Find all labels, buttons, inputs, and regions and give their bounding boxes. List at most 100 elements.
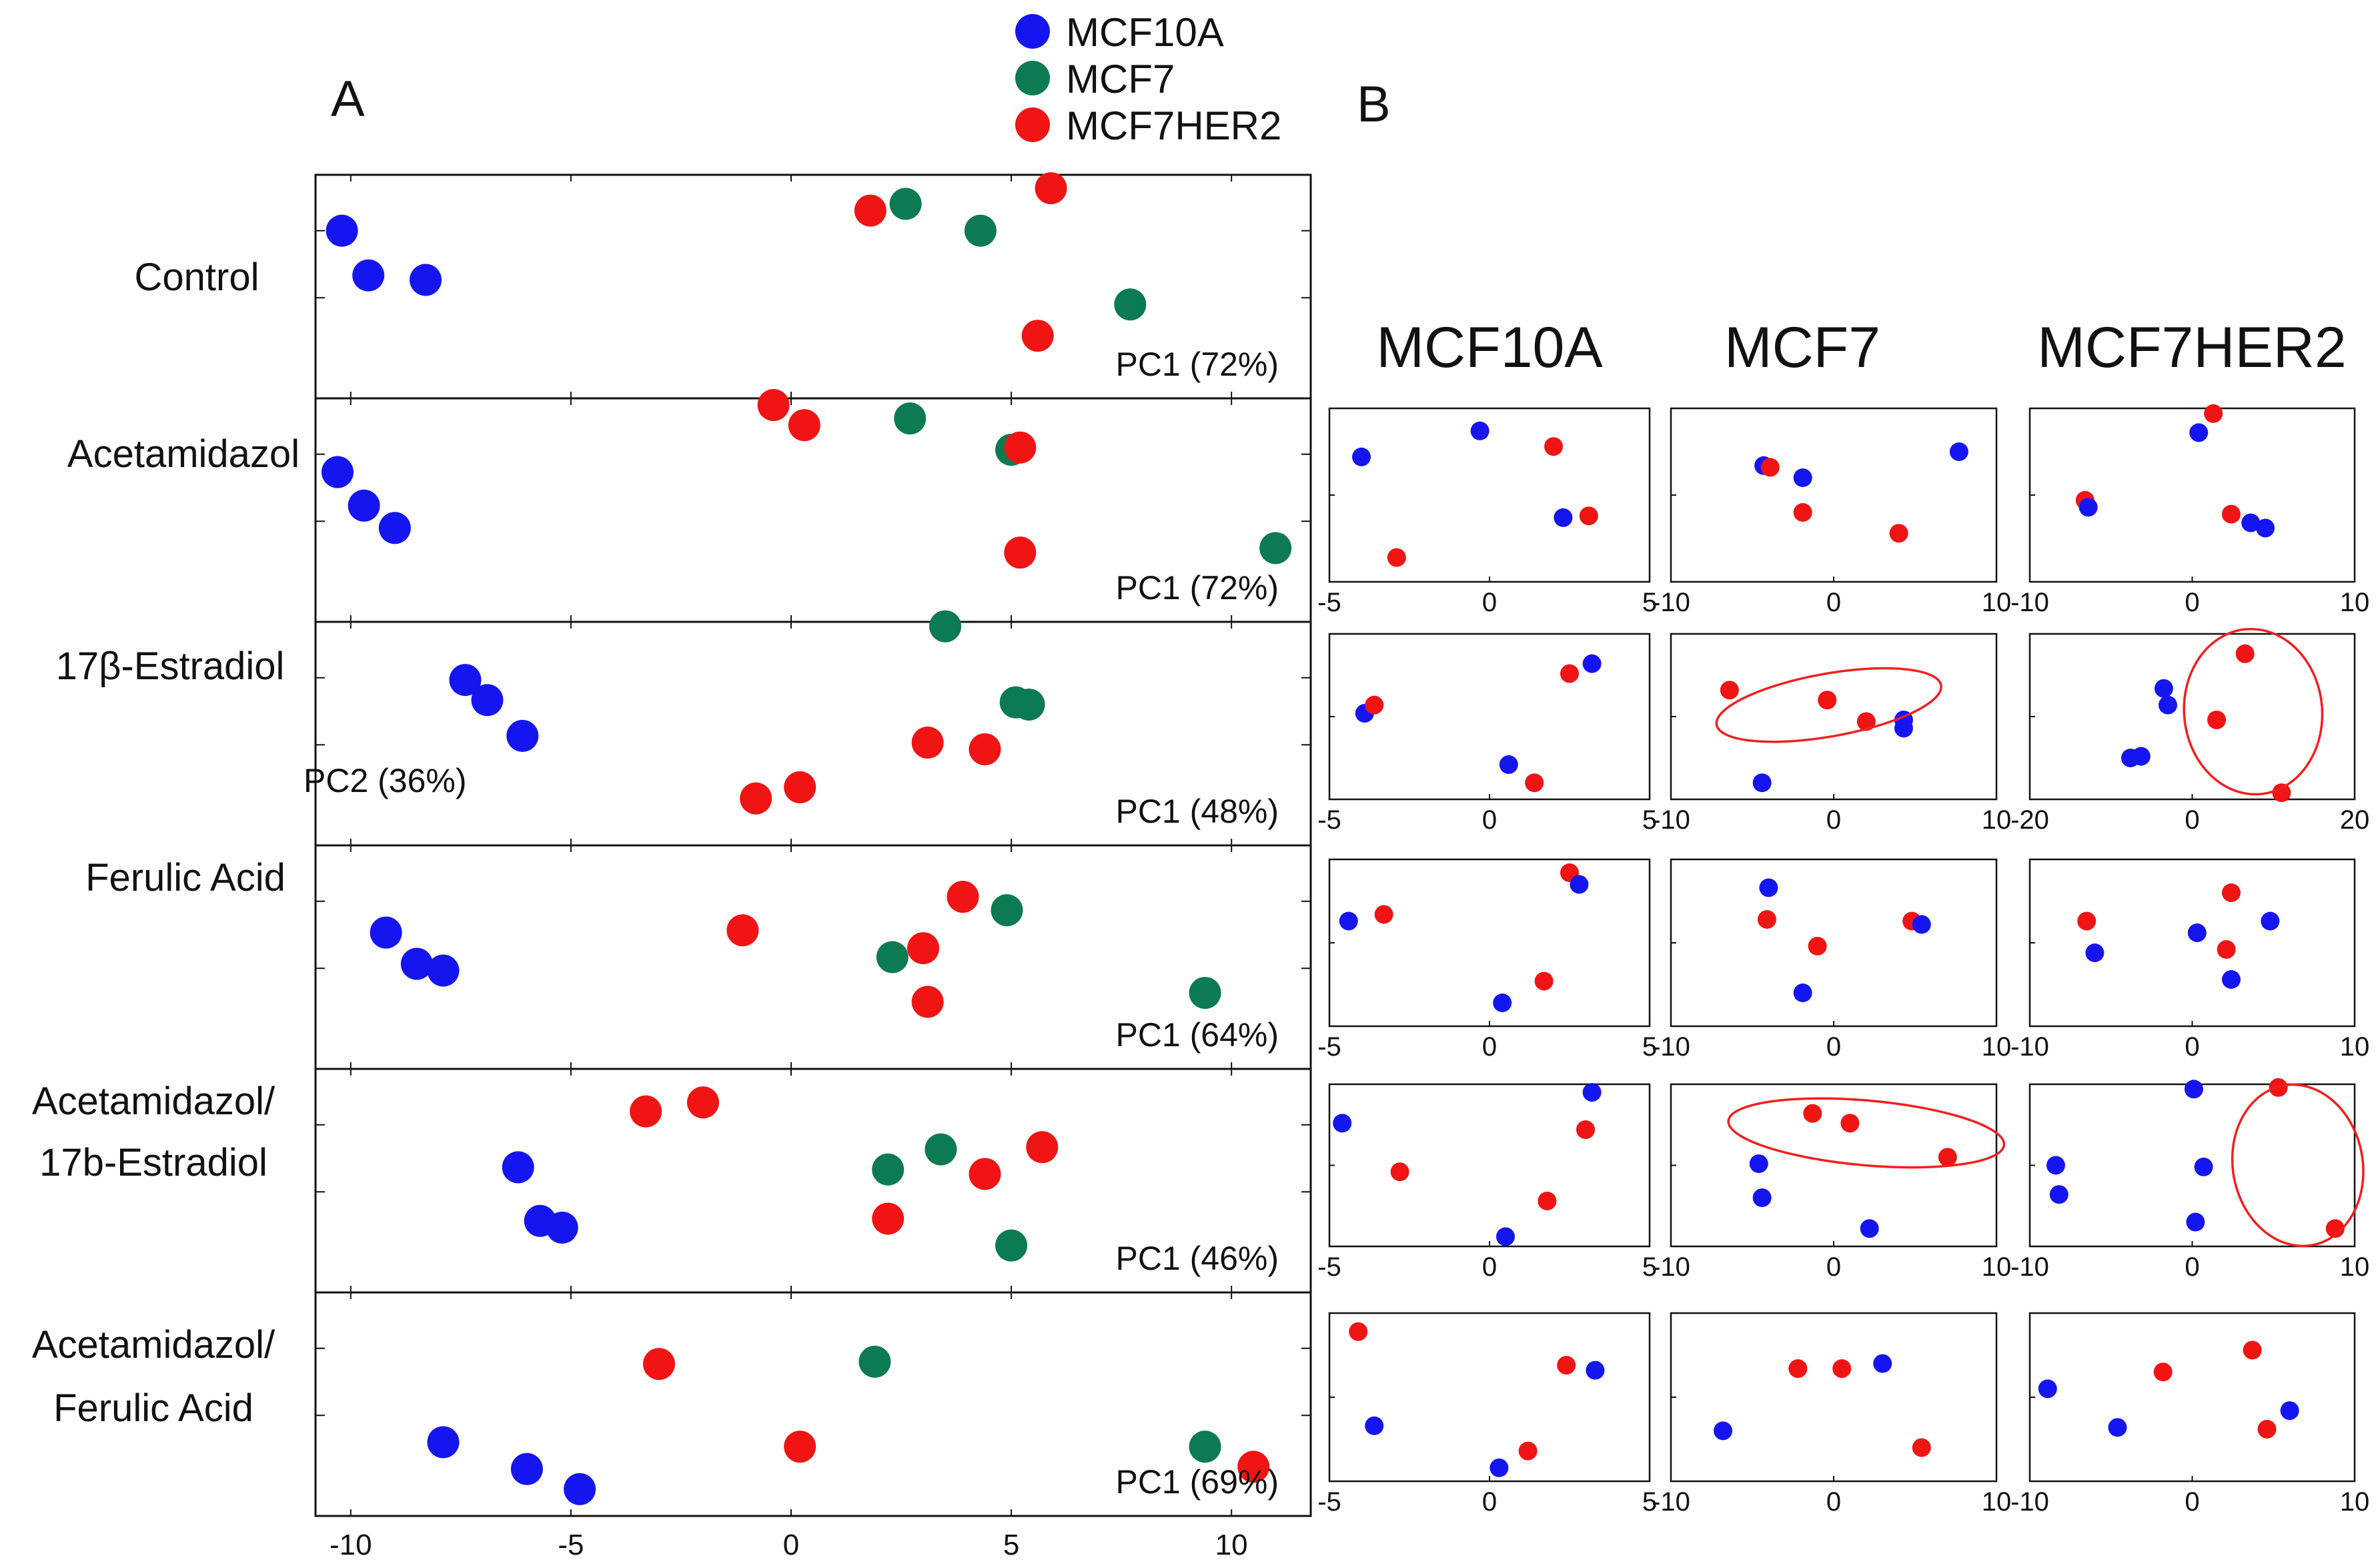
x-tick-label: 10 — [1982, 1487, 2012, 1517]
point-mcf7her2 — [784, 771, 816, 803]
point-mcf7her2 — [2217, 940, 2236, 959]
point-mcf7 — [889, 187, 922, 220]
legend-label-mcf7her2: MCF7HER2 — [1066, 103, 1281, 148]
panel-b-cell-17-estradiol-mcf7: -10 0 10 — [1652, 858, 2012, 1062]
point-mcf10a — [2049, 1185, 2068, 1204]
panel-b-cell-acetamidazol-17b-estradiol-mcf7: -10 0 10 — [1652, 1312, 2012, 1517]
point-mcf7her2 — [788, 409, 820, 442]
point-mcf7her2 — [2153, 1362, 2173, 1382]
x-tick-label: 5 — [1642, 1032, 1657, 1062]
point-mcf7her2 — [1818, 691, 1837, 710]
highlight-ellipse — [1727, 1097, 2006, 1169]
point-mcf10a — [410, 264, 442, 296]
point-mcf7her2 — [642, 1348, 675, 1381]
panel-b-cell-acetamidazol-mcf7: -10 0 10 — [1652, 633, 2012, 835]
x-tick-label: 10 — [1982, 1032, 2012, 1062]
highlight-ellipse — [2231, 1083, 2365, 1248]
x-tick-label: 10 — [2340, 1252, 2370, 1282]
legend-label-mcf10a: MCF10A — [1066, 10, 1224, 55]
point-mcf10a — [1894, 719, 1913, 738]
panel-b-cell-control-mcf10a: -5 0 5 — [1317, 407, 1657, 617]
legend: MCF10A MCF7 MCF7HER2 — [1015, 10, 1281, 148]
point-mcf7her2 — [630, 1095, 662, 1128]
x-tick-label: 0 — [783, 1529, 799, 1561]
point-mcf7her2 — [969, 1158, 1001, 1190]
point-mcf10a — [326, 214, 358, 247]
point-mcf7her2 — [1560, 664, 1579, 683]
x-tick-label: -10 — [2010, 1032, 2049, 1062]
pc1-label: PC1 (72%) — [1115, 569, 1279, 607]
x-tick-label: 10 — [1215, 1529, 1248, 1561]
panel-b-cell-acetamidazol-mcf10a: -5 0 5 — [1317, 633, 1657, 835]
panel-b-cell-ferulic-acid-mcf10a: -5 0 5 — [1317, 1083, 1657, 1282]
x-tick-label: 0 — [2185, 588, 2199, 617]
row-label-ferulic-acid: Ferulic Acid — [85, 856, 285, 899]
point-mcf7her2 — [1557, 1356, 1576, 1375]
point-mcf10a — [1949, 442, 1968, 461]
point-mcf10a — [2046, 1156, 2065, 1175]
point-mcf7 — [894, 402, 927, 435]
point-mcf7 — [1013, 688, 1045, 721]
point-mcf7her2 — [1760, 458, 1780, 477]
x-tick-label: 0 — [2185, 805, 2199, 835]
point-mcf7her2 — [1538, 1191, 1557, 1210]
point-mcf10a — [1586, 1360, 1605, 1380]
point-mcf7her2 — [872, 1202, 905, 1235]
point-mcf7her2 — [1544, 437, 1563, 456]
panel-a-subplot-control: PC1 (72%) — [314, 172, 1312, 400]
panel-a-label: A — [331, 71, 365, 127]
column-title-mcf10a: MCF10A — [1376, 316, 1603, 380]
point-mcf7her2 — [1518, 1441, 1538, 1461]
x-tick-label: 0 — [2185, 1032, 2199, 1062]
point-mcf7her2 — [2077, 911, 2097, 931]
row-label-line: Acetamidazol/ — [32, 1080, 275, 1123]
point-mcf10a — [1496, 1227, 1515, 1246]
x-tick-label: 10 — [1982, 805, 2012, 835]
point-mcf10a — [2108, 1418, 2127, 1437]
point-mcf10a — [2121, 749, 2140, 767]
point-mcf10a — [1365, 1416, 1384, 1435]
point-mcf7 — [964, 214, 997, 247]
point-mcf7her2 — [1793, 503, 1812, 522]
point-mcf10a — [502, 1151, 534, 1184]
panel-a-subplot-acetamidazol-ferulic-acid: PC1 (69%) — [314, 1291, 1312, 1517]
point-mcf7her2 — [2272, 783, 2291, 803]
point-mcf7her2 — [1374, 905, 1393, 924]
row-label-acetamidazol-ferulic-acid: Acetamidazol/Ferulic Acid — [32, 1323, 275, 1430]
row-label-17-estradiol: 17β-Estradiol — [56, 645, 285, 688]
point-mcf7her2 — [1832, 1359, 1852, 1379]
row-label-line: 17β-Estradiol — [56, 645, 285, 688]
point-mcf7her2 — [1938, 1148, 1957, 1167]
point-mcf10a — [449, 664, 482, 697]
row-label-line: Acetamidazol — [67, 432, 300, 476]
point-mcf10a — [2038, 1379, 2057, 1399]
x-tick-label: 0 — [2185, 1252, 2199, 1282]
pc1-label: PC1 (69%) — [1115, 1463, 1279, 1501]
x-tick-label: 0 — [1826, 1487, 1841, 1517]
pc2-label: PC2 (36%) — [304, 762, 467, 799]
point-mcf7 — [858, 1345, 891, 1378]
point-mcf10a — [2085, 943, 2105, 962]
point-mcf7her2 — [907, 932, 940, 965]
row-label-line: Acetamidazol/ — [32, 1323, 275, 1366]
point-mcf7her2 — [1021, 320, 1054, 352]
point-mcf10a — [546, 1211, 578, 1244]
point-mcf7her2 — [1534, 971, 1554, 991]
point-mcf7her2 — [1035, 172, 1067, 205]
panel-b-label: B — [1357, 76, 1391, 133]
subplot-frame — [314, 1291, 1312, 1517]
x-tick-label: -10 — [2010, 1487, 2049, 1517]
x-tick-label: 5 — [1642, 1252, 1657, 1282]
point-mcf7her2 — [2235, 644, 2255, 663]
point-mcf7her2 — [1349, 1322, 1368, 1341]
x-tick-label: -10 — [1652, 805, 1690, 835]
point-mcf10a — [2261, 911, 2280, 931]
point-mcf10a — [1493, 994, 1512, 1012]
x-tick-label: 5 — [1003, 1529, 1019, 1561]
point-mcf7her2 — [854, 194, 886, 227]
panel-b-cell-17-estradiol-mcf10a: -5 0 5 — [1317, 858, 1657, 1062]
point-mcf10a — [1582, 1083, 1602, 1102]
column-title-mcf7her2: MCF7HER2 — [2037, 316, 2347, 380]
x-tick-label: -10 — [1652, 588, 1690, 617]
point-mcf7her2 — [2221, 504, 2241, 524]
